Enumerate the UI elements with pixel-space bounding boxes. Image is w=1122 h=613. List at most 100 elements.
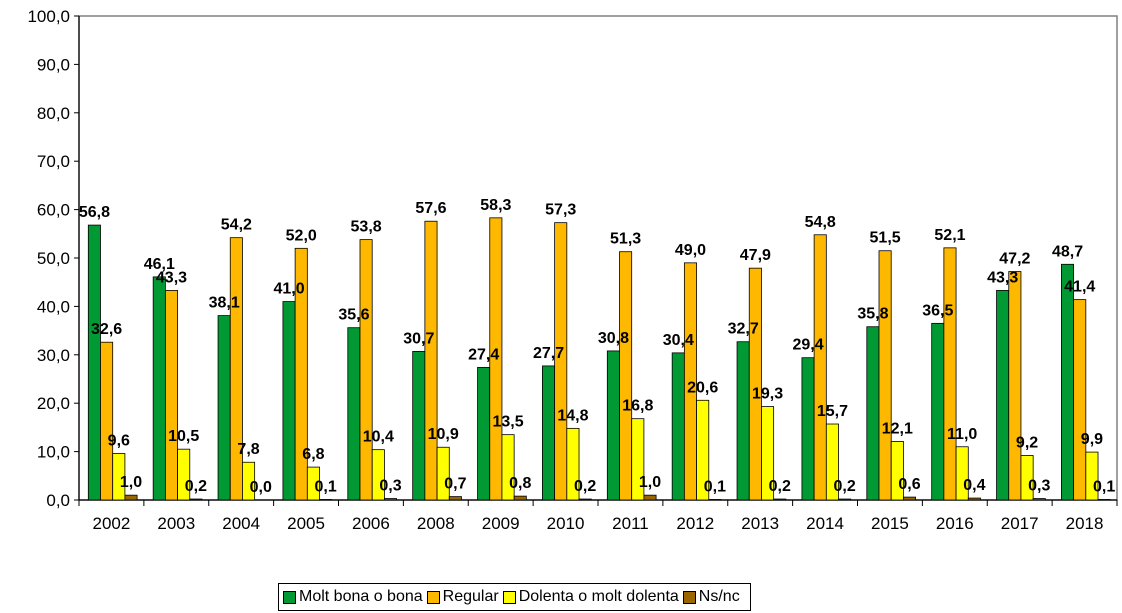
data-label: 0,1	[704, 479, 726, 496]
legend-swatch	[283, 590, 296, 604]
data-label: 29,4	[792, 337, 823, 354]
y-tick-label: 10,0	[37, 443, 70, 462]
data-label: 20,6	[687, 379, 718, 396]
y-tick-label: 20,0	[37, 394, 70, 413]
x-tick-label: 2017	[1001, 514, 1039, 533]
data-label: 0,3	[379, 478, 401, 495]
data-label: 10,4	[363, 429, 394, 446]
data-label: 11,0	[947, 426, 977, 443]
bar-ns-nc-2016	[967, 497, 981, 501]
data-label: 9,6	[108, 433, 130, 450]
bar-molt-bona-o-bona-2009	[477, 366, 491, 501]
data-label: 56,8	[79, 204, 110, 221]
y-tick-label: 40,0	[37, 297, 70, 316]
data-label: 58,3	[480, 197, 511, 214]
bar-ns-nc-2015	[903, 496, 917, 501]
bar-ns-nc-2014	[838, 498, 852, 501]
data-label: 0,0	[250, 479, 272, 496]
legend-label: Ns/nc	[698, 588, 740, 605]
bar-dolenta-o-molt-dolenta-2002	[112, 453, 126, 501]
bar-regular-2004	[229, 237, 243, 501]
data-label: 32,7	[728, 321, 759, 338]
data-label: 9,2	[1016, 434, 1038, 451]
legend-label: Regular	[442, 588, 499, 605]
bar-regular-2014	[813, 234, 827, 501]
y-tick-label: 90,0	[37, 55, 70, 74]
bar-molt-bona-o-bona-2017	[996, 290, 1010, 501]
bar-ns-nc-2008	[448, 496, 462, 501]
data-label: 0,7	[444, 476, 466, 493]
data-label: 36,5	[922, 302, 953, 319]
bar-ns-nc-2003	[189, 498, 203, 501]
bar-molt-bona-o-bona-2011	[606, 350, 620, 501]
bar-dolenta-o-molt-dolenta-2004	[242, 461, 256, 501]
x-tick-label: 2018	[1066, 514, 1104, 533]
bar-dolenta-o-molt-dolenta-2008	[436, 446, 450, 501]
data-label: 10,9	[428, 426, 459, 443]
legend-label: Molt bona o bona	[299, 588, 423, 605]
data-label: 15,7	[817, 403, 848, 420]
bar-regular-2009	[489, 217, 503, 501]
x-tick-label: 2009	[482, 514, 520, 533]
bar-regular-2015	[878, 250, 892, 501]
data-label: 32,6	[91, 321, 122, 338]
x-tick-label: 2016	[936, 514, 974, 533]
data-label: 27,4	[468, 346, 499, 363]
bar-molt-bona-o-bona-2016	[931, 322, 945, 501]
data-label: 47,2	[999, 251, 1030, 268]
legend-item-dolenta: Dolenta o molt dolenta	[502, 588, 679, 606]
bar-dolenta-o-molt-dolenta-2003	[177, 448, 191, 501]
data-label: 0,4	[963, 477, 985, 494]
x-tick-label: 2005	[287, 514, 325, 533]
x-tick-label: 2015	[871, 514, 909, 533]
bar-regular-2010	[554, 222, 568, 501]
x-tick-label: 2010	[547, 514, 585, 533]
bar-molt-bona-o-bona-2018	[1061, 263, 1075, 501]
data-label: 54,2	[221, 217, 252, 234]
bar-molt-bona-o-bona-2006	[347, 327, 361, 501]
data-label: 52,1	[934, 227, 965, 244]
y-tick-label: 0,0	[46, 491, 70, 510]
bar-regular-2011	[619, 251, 633, 501]
bar-regular-2016	[943, 247, 957, 501]
data-label: 0,1	[1093, 479, 1115, 496]
bar-molt-bona-o-bona-2005	[282, 301, 296, 501]
data-label: 6,8	[302, 446, 324, 463]
bar-molt-bona-o-bona-2004	[217, 315, 231, 501]
data-label: 14,8	[557, 407, 588, 424]
bar-chart: 0,0 10,0 20,0 30,0 40,0 50,0 60,0 70,0 80,0 90,0 1…	[27, 7, 1118, 533]
bar-molt-bona-o-bona-2002	[87, 224, 101, 501]
x-tick-label: 2011	[612, 514, 649, 533]
x-tick-label: 2003	[157, 514, 195, 533]
data-label: 30,4	[663, 332, 694, 349]
data-label: 0,2	[769, 478, 791, 495]
bar-dolenta-o-molt-dolenta-2017	[1020, 455, 1034, 501]
data-label: 30,8	[598, 330, 629, 347]
bar-dolenta-o-molt-dolenta-2010	[566, 427, 580, 501]
y-tick-label: 70,0	[37, 152, 70, 171]
data-label: 38,1	[209, 295, 240, 312]
data-label: 10,5	[168, 428, 199, 445]
data-label: 51,5	[870, 230, 901, 247]
bar-ns-nc-2017	[1032, 498, 1046, 501]
bar-molt-bona-o-bona-2008	[412, 351, 426, 501]
bar-dolenta-o-molt-dolenta-2015	[890, 441, 904, 501]
bar-molt-bona-o-bona-2003	[152, 276, 166, 501]
data-label: 0,6	[898, 476, 920, 493]
bar-dolenta-o-molt-dolenta-2014	[825, 423, 839, 501]
bar-dolenta-o-molt-dolenta-2005	[306, 466, 320, 501]
bar-dolenta-o-molt-dolenta-2009	[501, 434, 515, 501]
data-label: 35,8	[857, 306, 888, 323]
bar-dolenta-o-molt-dolenta-2013	[761, 406, 775, 501]
data-label: 1,0	[639, 474, 661, 491]
data-label: 0,8	[509, 475, 531, 492]
bar-regular-2013	[748, 267, 762, 501]
bar-molt-bona-o-bona-2013	[736, 341, 750, 501]
legend-label: Dolenta o molt dolenta	[518, 588, 679, 605]
y-tick-label: 60,0	[37, 201, 70, 220]
x-tick-label: 2013	[741, 514, 779, 533]
x-tick-label: 2012	[676, 514, 714, 533]
x-tick-label: 2006	[352, 514, 390, 533]
data-label: 0,2	[574, 478, 596, 495]
bar-dolenta-o-molt-dolenta-2006	[371, 449, 385, 501]
